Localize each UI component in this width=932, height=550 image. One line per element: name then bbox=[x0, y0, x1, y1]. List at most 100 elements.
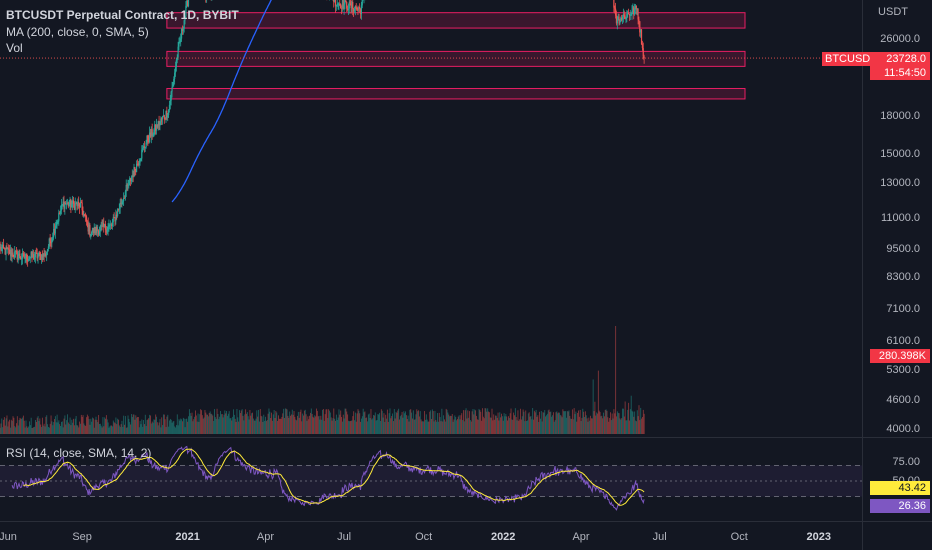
volume-bar bbox=[579, 409, 581, 434]
candle-body bbox=[92, 228, 94, 233]
volume-bar bbox=[462, 420, 464, 434]
candle-body bbox=[50, 241, 52, 244]
volume-bar bbox=[396, 412, 398, 434]
volume-bar bbox=[477, 419, 479, 434]
volume-bar bbox=[249, 410, 251, 434]
candle-body bbox=[104, 224, 107, 230]
volume-bar bbox=[520, 419, 522, 434]
volume-bar bbox=[208, 412, 210, 434]
volume-bar bbox=[584, 411, 586, 434]
volume-bar bbox=[305, 414, 307, 434]
volume-bar bbox=[307, 416, 309, 434]
volume-bar bbox=[430, 410, 432, 434]
volume-bar bbox=[411, 412, 413, 434]
candle-body bbox=[632, 7, 634, 11]
volume-bar bbox=[553, 421, 555, 434]
candle-body bbox=[630, 14, 632, 16]
ma-indicator-label[interactable]: MA (200, close, 0, SMA, 5) bbox=[6, 25, 149, 39]
volume-bar bbox=[454, 415, 456, 434]
volume-bar bbox=[92, 417, 94, 434]
volume-bar bbox=[320, 415, 322, 434]
volume-bar bbox=[252, 418, 254, 434]
volume-bar bbox=[376, 419, 378, 434]
candle-body bbox=[65, 203, 67, 205]
volume-bar bbox=[549, 412, 551, 434]
candle-body bbox=[43, 253, 45, 257]
candle-body bbox=[146, 135, 148, 143]
volume-bar bbox=[335, 420, 336, 434]
volume-bar bbox=[351, 420, 353, 434]
volume-bar bbox=[26, 426, 28, 434]
volume-bar bbox=[295, 419, 297, 434]
symbol-title[interactable]: BTCUSDT Perpetual Contract, 1D, BYBIT bbox=[6, 8, 239, 22]
candle-body bbox=[23, 253, 25, 259]
candle-body bbox=[113, 217, 115, 219]
volume-bar bbox=[574, 414, 576, 434]
candle-body bbox=[72, 200, 75, 204]
volume-bar bbox=[383, 413, 385, 434]
volume-bar bbox=[97, 422, 99, 434]
candle-body bbox=[640, 29, 643, 45]
volume-bar bbox=[507, 420, 509, 434]
volume-bar bbox=[563, 411, 565, 434]
ma-line bbox=[171, 0, 272, 203]
volume-bar bbox=[626, 420, 628, 434]
candle-body bbox=[171, 86, 173, 92]
volume-indicator-label[interactable]: Vol bbox=[6, 41, 23, 55]
volume-bar bbox=[531, 419, 533, 434]
volume-bar bbox=[495, 415, 497, 434]
candle-body bbox=[93, 227, 95, 233]
volume-bar bbox=[166, 416, 168, 434]
time-tick-label: 2023 bbox=[806, 531, 832, 543]
volume-bar bbox=[250, 415, 252, 434]
volume-bar bbox=[290, 415, 292, 434]
volume-bar bbox=[222, 417, 224, 434]
candle-body bbox=[86, 221, 88, 223]
volume-bar bbox=[211, 414, 213, 434]
volume-bar bbox=[18, 420, 20, 434]
candle-body bbox=[32, 254, 34, 258]
volume-bar bbox=[545, 416, 547, 434]
volume-bar bbox=[2, 427, 4, 434]
candle-body bbox=[359, 7, 361, 9]
volume-bar bbox=[114, 423, 116, 434]
volume-bar bbox=[15, 427, 17, 434]
volume-bar bbox=[629, 420, 630, 434]
volume-bar bbox=[254, 420, 256, 434]
price-tick-label: 26000.0 bbox=[880, 33, 920, 45]
volume-bar bbox=[588, 417, 590, 434]
volume-bar bbox=[530, 415, 532, 434]
volume-bar bbox=[558, 412, 560, 434]
price-tick-label: 4000.0 bbox=[886, 423, 920, 435]
price-tick-label: 6100.0 bbox=[886, 335, 920, 348]
volume-bar bbox=[131, 417, 133, 434]
candle-body bbox=[161, 118, 163, 120]
volume-bar bbox=[329, 412, 331, 434]
volume-bar bbox=[187, 421, 189, 434]
candle-body bbox=[157, 121, 159, 128]
volume-bar bbox=[373, 415, 375, 434]
volume-bar bbox=[494, 419, 496, 434]
volume-bar bbox=[615, 326, 617, 434]
volume-bar bbox=[416, 409, 418, 434]
volume-bar bbox=[227, 413, 229, 434]
candle-body bbox=[159, 121, 161, 126]
candle-body bbox=[111, 222, 113, 227]
candle-body bbox=[9, 249, 11, 255]
candle-body bbox=[618, 16, 620, 24]
volume-bar bbox=[261, 416, 263, 434]
price-tick-label: 7100.0 bbox=[886, 303, 920, 316]
candle-body bbox=[60, 204, 62, 211]
candle-body bbox=[155, 124, 157, 131]
candle-body bbox=[40, 253, 42, 261]
candle-body bbox=[143, 146, 145, 148]
volume-bar bbox=[423, 421, 425, 434]
rsi-indicator-label[interactable]: RSI (14, close, SMA, 14, 2) bbox=[6, 446, 152, 460]
volume-bar bbox=[473, 414, 475, 434]
volume-bar bbox=[270, 418, 272, 434]
candle-body bbox=[56, 221, 58, 226]
volume-bar bbox=[352, 416, 354, 434]
volume-bar bbox=[501, 413, 502, 434]
candle-body bbox=[629, 15, 631, 16]
